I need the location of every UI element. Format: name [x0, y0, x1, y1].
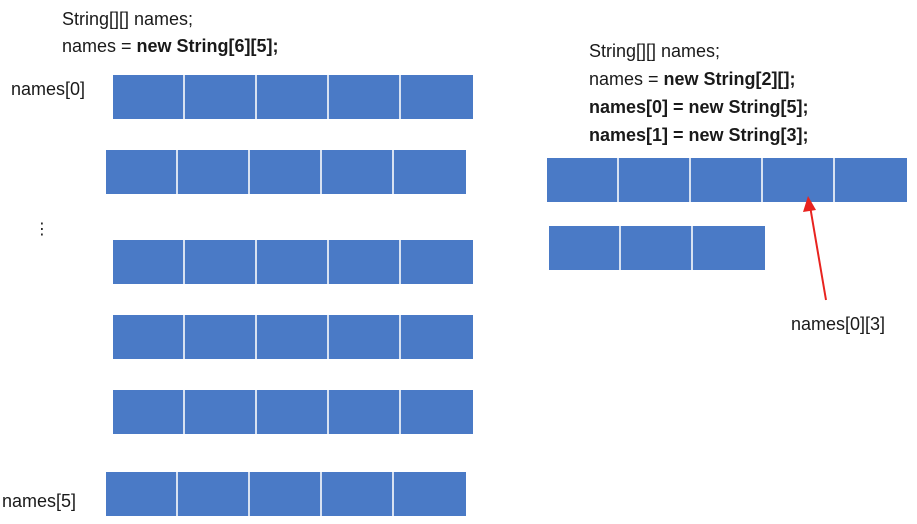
- left-row-3-cell-1: [185, 315, 257, 359]
- left-row-4-cell-0: [113, 390, 185, 434]
- right-code-line-4: names[1] = new String[3];: [589, 125, 809, 145]
- left-row-4-cell-4: [401, 390, 473, 434]
- right-array-row-1: [549, 226, 765, 270]
- right-row-0-cell-3: [763, 158, 835, 202]
- right-row-0-cell-2: [691, 158, 763, 202]
- right-code-line-1: String[][] names;: [589, 41, 721, 61]
- left-row-1-cell-3: [322, 150, 394, 194]
- right-array-row-0: [547, 158, 907, 202]
- left-row-0-cell-1: [185, 75, 257, 119]
- right-row-0-cell-4: [835, 158, 907, 202]
- left-row-3-cell-0: [113, 315, 185, 359]
- right-row-1-cell-1: [621, 226, 693, 270]
- left-array-row-4: [113, 390, 473, 434]
- left-row-0-cell-0: [113, 75, 185, 119]
- left-row-1-cell-2: [250, 150, 322, 194]
- left-row-5-cell-1: [178, 472, 250, 516]
- left-row-4-cell-2: [257, 390, 329, 434]
- left-row-5-cell-4: [394, 472, 466, 516]
- left-row-2-cell-0: [113, 240, 185, 284]
- left-row-0-cell-2: [257, 75, 329, 119]
- left-row-5-cell-0: [106, 472, 178, 516]
- left-row-5-cell-3: [322, 472, 394, 516]
- right-row-0-cell-0: [547, 158, 619, 202]
- left-row-3-cell-3: [329, 315, 401, 359]
- right-code-line-3: names[0] = new String[5];: [589, 97, 809, 117]
- row-label-names-5: names[5]: [2, 491, 77, 511]
- left-array-row-0: [113, 75, 473, 119]
- right-row-1-cell-2: [693, 226, 765, 270]
- left-row-1-cell-0: [106, 150, 178, 194]
- left-row-2-cell-2: [257, 240, 329, 284]
- left-row-3-cell-4: [401, 315, 473, 359]
- left-array-row-3: [113, 315, 473, 359]
- left-row-4-cell-3: [329, 390, 401, 434]
- left-row-1-cell-4: [394, 150, 466, 194]
- left-row-2-cell-3: [329, 240, 401, 284]
- left-code-line-2: names = new String[6][5];: [62, 36, 279, 56]
- ellipsis-vertical: ⋮: [34, 221, 50, 238]
- pointer-arrow-line: [809, 205, 827, 301]
- left-row-5-cell-2: [250, 472, 322, 516]
- left-array-row-1: [106, 150, 466, 194]
- row-label-names-0: names[0]: [11, 79, 86, 99]
- left-row-2-cell-1: [185, 240, 257, 284]
- left-row-4-cell-1: [185, 390, 257, 434]
- left-row-0-cell-4: [401, 75, 473, 119]
- right-row-1-cell-0: [549, 226, 621, 270]
- left-row-1-cell-1: [178, 150, 250, 194]
- left-row-0-cell-3: [329, 75, 401, 119]
- left-array-row-2: [113, 240, 473, 284]
- left-row-2-cell-4: [401, 240, 473, 284]
- left-code-line-1: String[][] names;: [62, 9, 194, 29]
- left-array-row-5: [106, 472, 466, 516]
- right-code-line-2: names = new String[2][];: [589, 69, 796, 89]
- right-row-0-cell-1: [619, 158, 691, 202]
- pointer-label: names[0][3]: [791, 314, 886, 334]
- left-row-3-cell-2: [257, 315, 329, 359]
